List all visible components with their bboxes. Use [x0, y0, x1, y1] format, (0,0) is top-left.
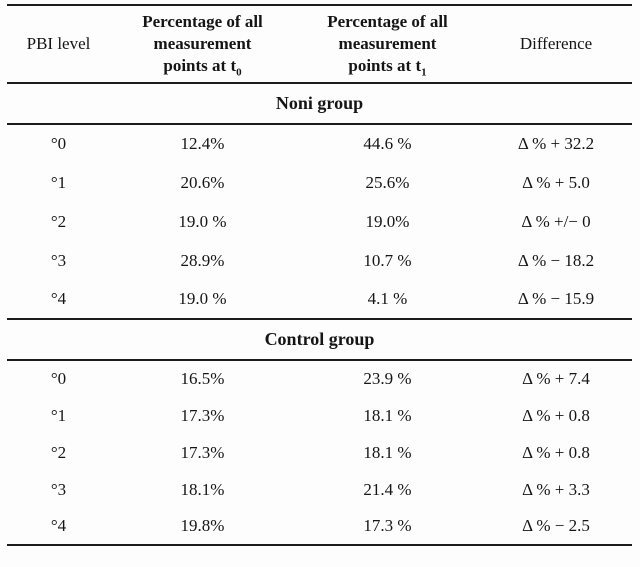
cell-diff: Δ % + 7.4: [522, 369, 590, 388]
cell-diff: Δ % − 15.9: [517, 289, 595, 308]
cell-diff: Δ % − 18.2: [517, 250, 595, 270]
table-row: °3 18.1% 21.4 % Δ % + 3.3: [7, 471, 632, 508]
cell-t0: 19.0 %: [178, 289, 227, 308]
table-row: °1 20.6% 25.6% Δ % + 5.0: [7, 163, 632, 202]
header-t1-line2: measurement: [338, 34, 437, 53]
header-pbi-level: PBI level: [26, 34, 91, 53]
cell-t0: 17.3%: [180, 442, 225, 462]
cell-pbi: °3: [50, 250, 67, 270]
group-title-row: Noni group: [7, 83, 632, 124]
cell-diff: Δ % − 2.5: [522, 516, 590, 535]
cell-t1: 10.7 %: [363, 250, 412, 270]
table-row: °4 19.0 % 4.1 % Δ % − 15.9: [7, 280, 632, 319]
cell-diff: Δ % + 5.0: [522, 172, 590, 192]
cell-t0: 18.1%: [180, 479, 225, 499]
cell-diff: Δ % + 32.2: [517, 134, 595, 153]
cell-pbi: °4: [50, 516, 67, 535]
group-title: Noni group: [275, 93, 364, 113]
cell-pbi: °0: [50, 369, 67, 388]
cell-pbi: °3: [50, 479, 67, 499]
header-percentage-t0: Percentage of all measurement points at …: [110, 5, 295, 83]
cell-pbi: °4: [50, 289, 67, 308]
cell-pbi: °1: [50, 172, 67, 192]
cell-t1: 44.6 %: [363, 134, 412, 153]
cell-pbi: °0: [50, 134, 67, 153]
cell-pbi: °2: [50, 442, 67, 462]
cell-t0: 19.8%: [180, 516, 225, 535]
table-row: °0 16.5% 23.9 % Δ % + 7.4: [7, 360, 632, 397]
table-row: °2 17.3% 18.1 % Δ % + 0.8: [7, 434, 632, 471]
group-noni: Noni group °0 12.4% 44.6 % Δ % + 32.2 °1 20.6%…: [7, 83, 632, 319]
group-title-row: Control group: [7, 319, 632, 360]
header-t0-subscript: 0: [236, 66, 242, 79]
pbi-table: PBI level Percentage of all measurement …: [7, 4, 632, 546]
header-row: PBI level Percentage of all measurement …: [7, 5, 632, 83]
cell-t0: 16.5%: [180, 369, 225, 388]
header-t0-line2: measurement: [153, 34, 252, 53]
header-t0-line3: points at t0: [163, 56, 242, 79]
cell-t0: 28.9%: [180, 250, 225, 270]
group-control: Control group °0 16.5% 23.9 % Δ % + 7.4 °1 17.…: [7, 319, 632, 545]
table-row: °3 28.9% 10.7 % Δ % − 18.2: [7, 241, 632, 280]
table-row: °2 19.0 % 19.0% Δ % +/− 0: [7, 202, 632, 241]
cell-t0: 20.6%: [180, 172, 225, 192]
cell-pbi: °2: [50, 211, 67, 231]
table-row: °1 17.3% 18.1 % Δ % + 0.8: [7, 397, 632, 434]
cell-t0: 17.3%: [180, 405, 225, 425]
cell-t1: 25.6%: [365, 172, 410, 192]
cell-diff: Δ % + 0.8: [522, 442, 590, 462]
header-t0-line1: Percentage of all: [142, 12, 263, 31]
table-header: PBI level Percentage of all measurement …: [7, 5, 632, 83]
cell-t0: 12.4%: [180, 134, 225, 153]
cell-t1: 4.1 %: [367, 289, 408, 308]
header-t1-line1: Percentage of all: [327, 12, 448, 31]
cell-t1: 18.1 %: [363, 405, 412, 425]
cell-diff: Δ % + 0.8: [522, 405, 590, 425]
cell-t1: 21.4 %: [363, 479, 412, 499]
cell-t1: 23.9 %: [363, 369, 412, 388]
table-row: °4 19.8% 17.3 % Δ % − 2.5: [7, 508, 632, 545]
cell-pbi: °1: [50, 405, 67, 425]
cell-t1: 18.1 %: [363, 442, 412, 462]
group-title: Control group: [264, 329, 375, 349]
header-percentage-t1: Percentage of all measurement points at …: [295, 5, 480, 83]
cell-t0: 19.0 %: [178, 211, 227, 231]
cell-diff: Δ % +/− 0: [521, 211, 591, 231]
cell-t1: 19.0%: [365, 211, 410, 231]
header-difference: Difference: [519, 34, 593, 53]
header-t1-line3: points at t1: [348, 56, 427, 79]
header-t1-subscript: 1: [421, 66, 427, 79]
cell-diff: Δ % + 3.3: [522, 479, 590, 499]
cell-t1: 17.3 %: [363, 516, 412, 535]
table-row: °0 12.4% 44.6 % Δ % + 32.2: [7, 124, 632, 163]
